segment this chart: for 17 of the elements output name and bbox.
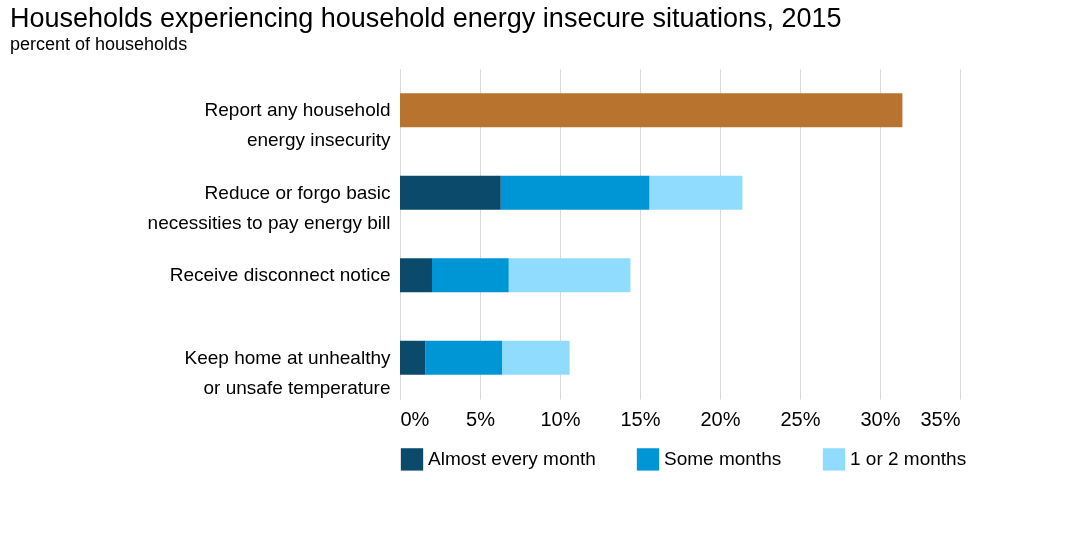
y-tick-label: Keep home at unhealthy or unsafe temperature [184,346,391,398]
x-tick-label: 30% [860,407,901,430]
legend-label: Almost every month [428,448,596,470]
chart-title: Households experiencing household energy insecure situations, 2015 [10,3,842,33]
x-tick-label: 35% [920,407,961,430]
text: percent of households [10,34,188,54]
y-tick-label: Reduce or forgo basic necessities to pay energy bill [147,181,391,233]
y-tick-label: Receive disconnect notice [169,264,391,286]
x-tick-label: 15% [620,407,661,430]
legend-label: 1 or 2 months [850,448,967,470]
x-tick-label: 20% [700,407,741,430]
legend-label: Some months [664,448,782,470]
x-tick-label: 0% [400,407,430,430]
x-tick-label: 25% [780,407,821,430]
x-tick-label: 10% [540,407,581,430]
x-tick-label: 5% [466,407,496,430]
y-tick-label: Report any household energy insecurity [204,99,391,151]
